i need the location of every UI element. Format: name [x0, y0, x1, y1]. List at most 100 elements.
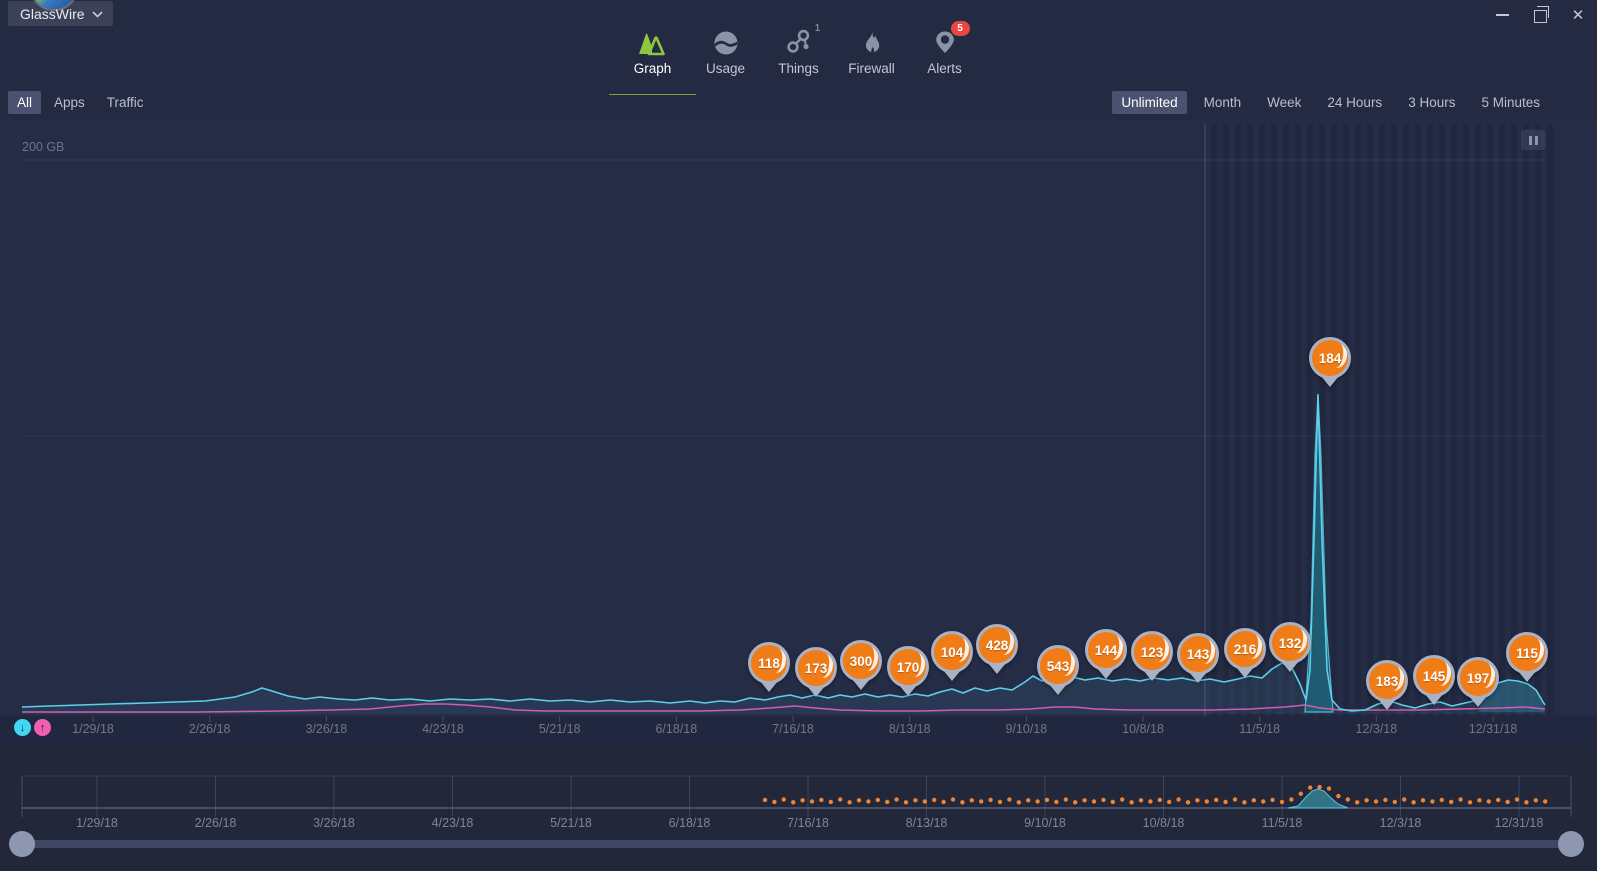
traffic-legend: ↓ ↑ [14, 719, 51, 736]
x-axis-label: 1/29/18 [72, 722, 114, 736]
alert-marker-pin[interactable]: 143 [1176, 633, 1220, 692]
minimap-x-axis-label: 2/26/18 [194, 816, 237, 830]
minimap-x-axis-label: 3/26/18 [313, 816, 355, 830]
minimap-x-axis-label: 1/29/18 [76, 816, 118, 830]
pause-graph-button[interactable] [1521, 130, 1545, 150]
alert-pin-tail [807, 686, 825, 706]
timeline-slider-handle-right[interactable] [1558, 831, 1584, 857]
timeline-slider-track[interactable] [22, 840, 1571, 848]
x-axis-label: 3/26/18 [305, 722, 348, 736]
x-axis-label: 8/13/18 [888, 722, 931, 736]
alert-pin-tail [1469, 696, 1487, 716]
title-bar: GlassWire ✕ [0, 0, 1597, 28]
alert-marker-pin[interactable]: 170 [886, 646, 930, 705]
alert-pin-value: 115 [1516, 645, 1538, 661]
tab-alerts[interactable]: 5 Alerts [908, 16, 981, 86]
alert-marker-pin[interactable]: 173 [794, 647, 838, 706]
tab-graph[interactable]: Graph [609, 16, 696, 95]
x-axis-label: 6/18/18 [655, 722, 698, 736]
restore-button[interactable] [1521, 0, 1559, 30]
x-axis-label: 12/31/18 [1468, 722, 1518, 736]
alert-pin-tail [988, 663, 1006, 683]
alert-marker-pin[interactable]: 123 [1130, 631, 1174, 690]
alert-pin-tail [1189, 672, 1207, 692]
alert-marker-pin[interactable]: 216 [1223, 628, 1267, 687]
alert-marker-pin[interactable]: 145 [1412, 655, 1456, 714]
area-graph-icon [638, 28, 667, 56]
alert-marker-pin[interactable]: 428 [975, 624, 1019, 683]
tab-things[interactable]: 1 Things [762, 16, 835, 86]
scope-tab-all[interactable]: All [8, 91, 42, 114]
alert-marker-pin[interactable]: 197 [1456, 657, 1500, 716]
range-tab-month[interactable]: Month [1203, 95, 1242, 110]
alert-pin-value: 143 [1186, 646, 1210, 662]
alert-pin-value: 300 [849, 653, 873, 669]
alert-marker-pin[interactable]: 132 [1268, 622, 1312, 681]
timeline-slider-handle-left[interactable] [9, 831, 35, 857]
tab-usage[interactable]: Usage [689, 16, 762, 86]
alert-pin-value: 197 [1466, 670, 1490, 686]
alert-marker-pin[interactable]: 115 [1505, 632, 1549, 691]
range-tab-24hours[interactable]: 24 Hours [1327, 95, 1383, 110]
alert-marker-pin[interactable]: 183 [1365, 660, 1409, 719]
traffic-graph-plot-area[interactable] [0, 120, 1597, 716]
app-logo-icon [31, 0, 77, 9]
range-tabs: Unlimited Month Week 24 Hours 3 Hours 5 … [1112, 91, 1549, 114]
tab-firewall[interactable]: Firewall [835, 16, 908, 86]
alert-pin-tail [1097, 668, 1115, 688]
pause-icon [1528, 135, 1532, 145]
firewall-flame-icon [860, 28, 884, 56]
alert-pin-value: 428 [985, 637, 1009, 653]
alert-pin-value: 183 [1375, 673, 1399, 689]
upload-toggle[interactable]: ↑ [34, 719, 51, 736]
alert-pin-tail [1281, 661, 1299, 681]
minimap-x-axis-label: 9/10/18 [1024, 816, 1066, 830]
alert-marker-pin[interactable]: 300 [839, 640, 883, 699]
scope-tab-traffic[interactable]: Traffic [106, 95, 144, 110]
alert-pin-value: 104 [940, 644, 964, 660]
alert-pin-value: 543 [1046, 658, 1070, 674]
minimap-x-axis-label: 10/8/18 [1142, 816, 1185, 830]
alert-marker-pin[interactable]: 118 [747, 642, 791, 701]
alert-pin-tail [1143, 670, 1161, 690]
alert-marker-pin[interactable]: 144 [1084, 629, 1128, 688]
alerts-badge: 5 [950, 21, 970, 36]
glasswire-menu-button[interactable]: GlassWire [8, 1, 113, 26]
alert-pin-tail [1425, 694, 1443, 714]
close-button[interactable]: ✕ [1559, 0, 1597, 30]
range-tab-week[interactable]: Week [1267, 95, 1302, 110]
minimap-x-axis-label: 12/31/18 [1494, 816, 1544, 830]
minimize-button[interactable] [1483, 0, 1521, 30]
alert-pin-tail [1049, 684, 1067, 704]
upload-arrow-icon: ↑ [39, 721, 46, 734]
alert-pin-bubble [1309, 337, 1351, 379]
minimize-icon [1495, 14, 1509, 16]
alert-pin-tail [1321, 376, 1339, 396]
things-nodes-icon: 1 [786, 22, 821, 56]
usage-sphere-icon [713, 28, 739, 56]
range-tab-5minutes[interactable]: 5 Minutes [1481, 95, 1540, 110]
minimap-x-axis-label: 5/21/18 [550, 816, 592, 830]
timeline-minimap[interactable] [22, 770, 1571, 830]
range-tab-3hours[interactable]: 3 Hours [1408, 95, 1456, 110]
alert-pin-tail [1236, 667, 1254, 687]
minimap-x-axis-label: 7/16/18 [787, 816, 829, 830]
alert-marker-pin[interactable]: 543 [1036, 645, 1080, 704]
range-tab-unlimited[interactable]: Unlimited [1112, 91, 1187, 114]
alert-marker-pin[interactable]: 184 [1308, 337, 1352, 396]
download-toggle[interactable]: ↓ [14, 719, 31, 736]
minimap-x-axis-label: 4/23/18 [431, 816, 474, 830]
x-axis-label: 10/8/18 [1122, 722, 1164, 736]
alert-pin-value: 145 [1422, 668, 1446, 684]
main-nav: Graph Usage 1 Thing [0, 16, 1597, 95]
x-axis-label: 12/3/18 [1355, 722, 1398, 736]
scope-tab-apps[interactable]: Apps [54, 95, 85, 110]
alert-pin-value: 118 [758, 655, 780, 671]
alert-pin-tail [1518, 671, 1536, 691]
alert-pin-value: 144 [1094, 642, 1118, 658]
filter-row: All Apps Traffic Unlimited Month Week 24… [0, 91, 1597, 117]
download-arrow-icon: ↓ [19, 721, 26, 734]
alert-marker-pin[interactable]: 104 [930, 631, 974, 690]
x-axis-label: 11/5/18 [1239, 722, 1281, 736]
